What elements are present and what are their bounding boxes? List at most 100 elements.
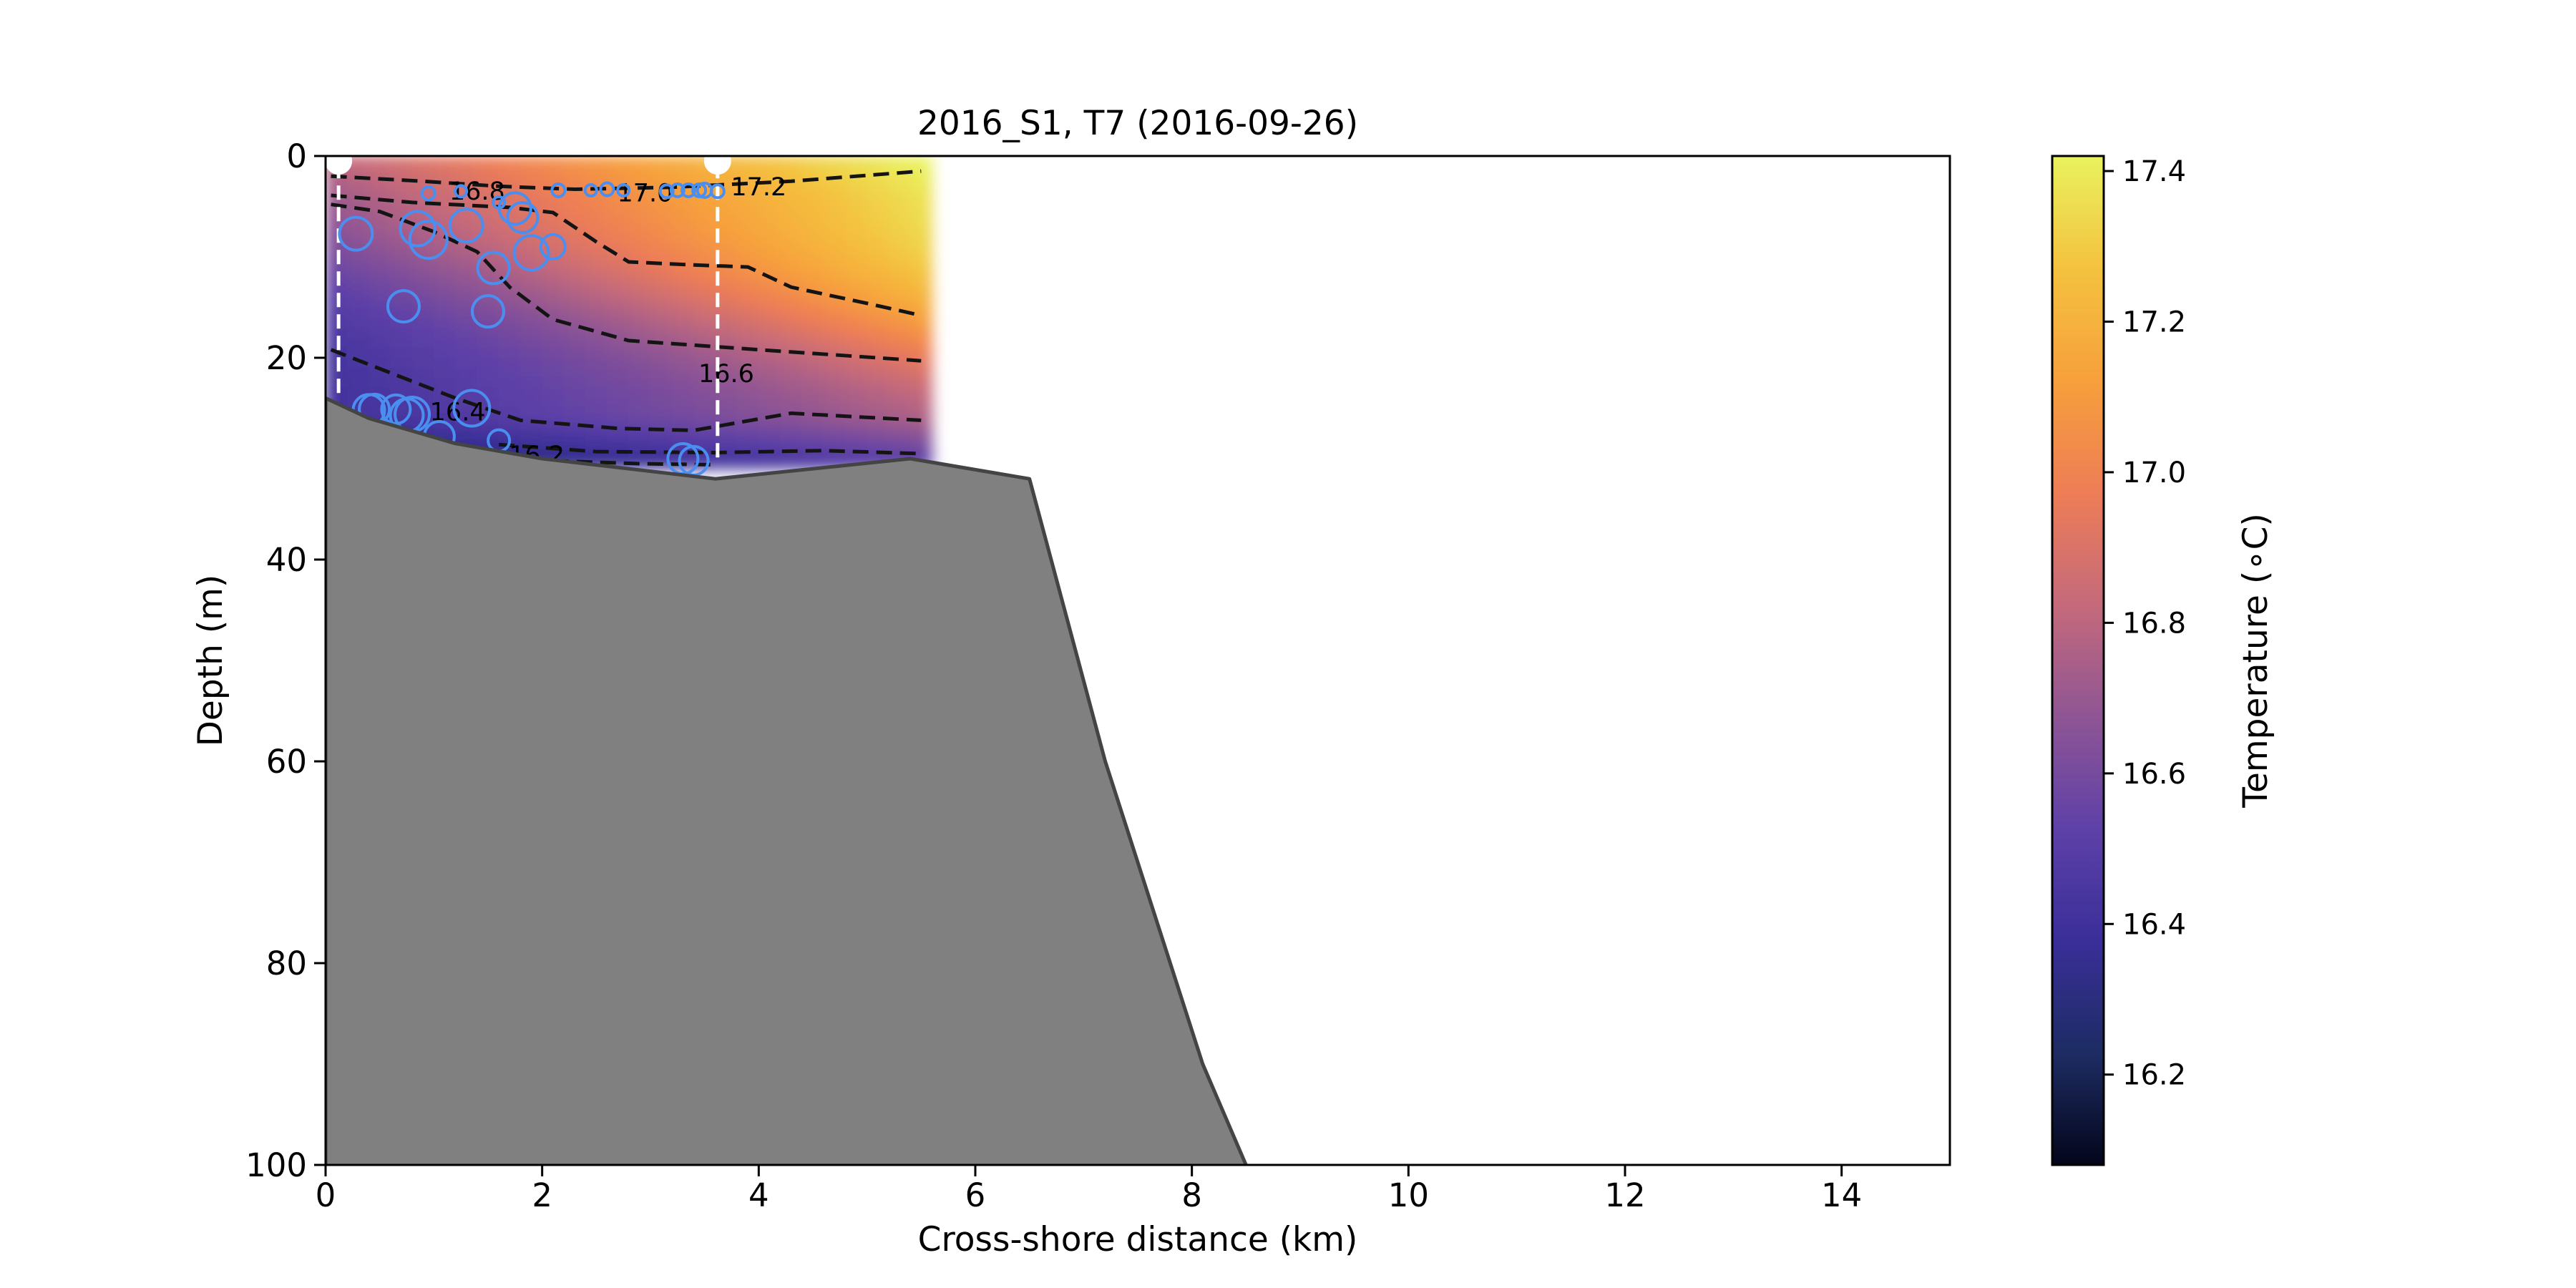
field-cell [628, 438, 651, 449]
field-cell [736, 185, 759, 197]
field-cell [498, 317, 521, 328]
field-cell [650, 327, 673, 338]
field-cell [650, 276, 673, 288]
field-cell [736, 256, 759, 268]
field-cell [390, 195, 413, 207]
observation-point [539, 233, 567, 260]
observation-point [338, 215, 374, 252]
field-cell [736, 408, 759, 419]
field-cell [326, 296, 348, 308]
field-cell [758, 156, 781, 167]
field-cell [867, 226, 889, 238]
field-cell [758, 397, 781, 409]
field-cell [715, 397, 738, 409]
field-cell [693, 347, 716, 358]
field-cell [563, 286, 586, 298]
field-cell [650, 165, 673, 177]
field-cell [326, 226, 348, 238]
field-cell [346, 226, 370, 238]
field-cell [542, 387, 565, 399]
field-cell [542, 276, 565, 288]
field-cell [455, 377, 478, 389]
field-cell [844, 266, 868, 278]
field-cell [888, 367, 911, 379]
field-cell [498, 387, 521, 399]
field-cell [477, 296, 499, 308]
x-tick-label: 14 [1821, 1176, 1862, 1214]
field-cell [823, 397, 846, 409]
field-cell [780, 327, 803, 338]
field-cell [715, 307, 738, 318]
field-cell [888, 276, 911, 288]
station-marker [326, 156, 353, 175]
field-cell [867, 236, 889, 248]
field-cell [477, 165, 499, 177]
field-cell [519, 226, 543, 238]
field-cell [801, 387, 824, 399]
field-cell [411, 367, 434, 379]
field-cell [867, 377, 889, 389]
field-cell [628, 226, 651, 238]
field-cell [888, 216, 911, 228]
field-cell [736, 236, 759, 248]
field-cell [671, 266, 695, 278]
colorbar-tick-label: 16.4 [2122, 908, 2186, 941]
field-cell [628, 206, 651, 218]
field-cell [801, 357, 824, 369]
field-cell [671, 296, 695, 308]
field-cell [844, 337, 868, 348]
field-cell [671, 387, 695, 399]
field-cell [650, 307, 673, 318]
field-cell [844, 236, 868, 248]
field-cell [498, 327, 521, 338]
field-cell [606, 357, 630, 369]
field-cell [498, 226, 521, 238]
field-cell [628, 377, 651, 389]
field-cell [585, 195, 608, 207]
field-cell [628, 357, 651, 369]
field-cell [650, 418, 673, 429]
field-cell [823, 428, 846, 439]
field-cell [780, 236, 803, 248]
field-cell [758, 438, 781, 449]
field-cell [369, 276, 391, 288]
field-cell [758, 428, 781, 439]
field-cell [909, 387, 932, 399]
field-cell [606, 408, 630, 419]
field-cell [671, 408, 695, 419]
field-cell [844, 367, 868, 379]
field-cell [867, 327, 889, 338]
observation-point [448, 208, 484, 244]
field-cell [715, 367, 738, 379]
field-cell [736, 206, 759, 218]
field-cell [909, 266, 932, 278]
field-cell [736, 226, 759, 238]
field-cell [498, 397, 521, 409]
field-cell [867, 156, 889, 167]
field-cell [346, 256, 370, 268]
field-cell [628, 276, 651, 288]
field-cell [671, 307, 695, 318]
y-tick-label: 0 [286, 137, 307, 175]
field-cell [844, 307, 868, 318]
field-cell [477, 307, 499, 318]
field-cell [758, 418, 781, 429]
field-cell [801, 317, 824, 328]
field-cell [455, 296, 478, 308]
field-cell [628, 307, 651, 318]
field-cell [498, 408, 521, 419]
observation-point [380, 393, 412, 425]
field-cell [715, 276, 738, 288]
field-cell [758, 216, 781, 228]
field-cell [693, 408, 716, 419]
field-cell [844, 397, 868, 409]
field-cell [563, 367, 586, 379]
field-cell [888, 206, 911, 218]
field-cell [369, 246, 391, 258]
field-cell [823, 317, 846, 328]
field-cell [888, 175, 911, 187]
field-cell [563, 246, 586, 258]
field-cell [671, 276, 695, 288]
x-axis: 0 2 4 6 8 10 12 14 [316, 1165, 1862, 1214]
